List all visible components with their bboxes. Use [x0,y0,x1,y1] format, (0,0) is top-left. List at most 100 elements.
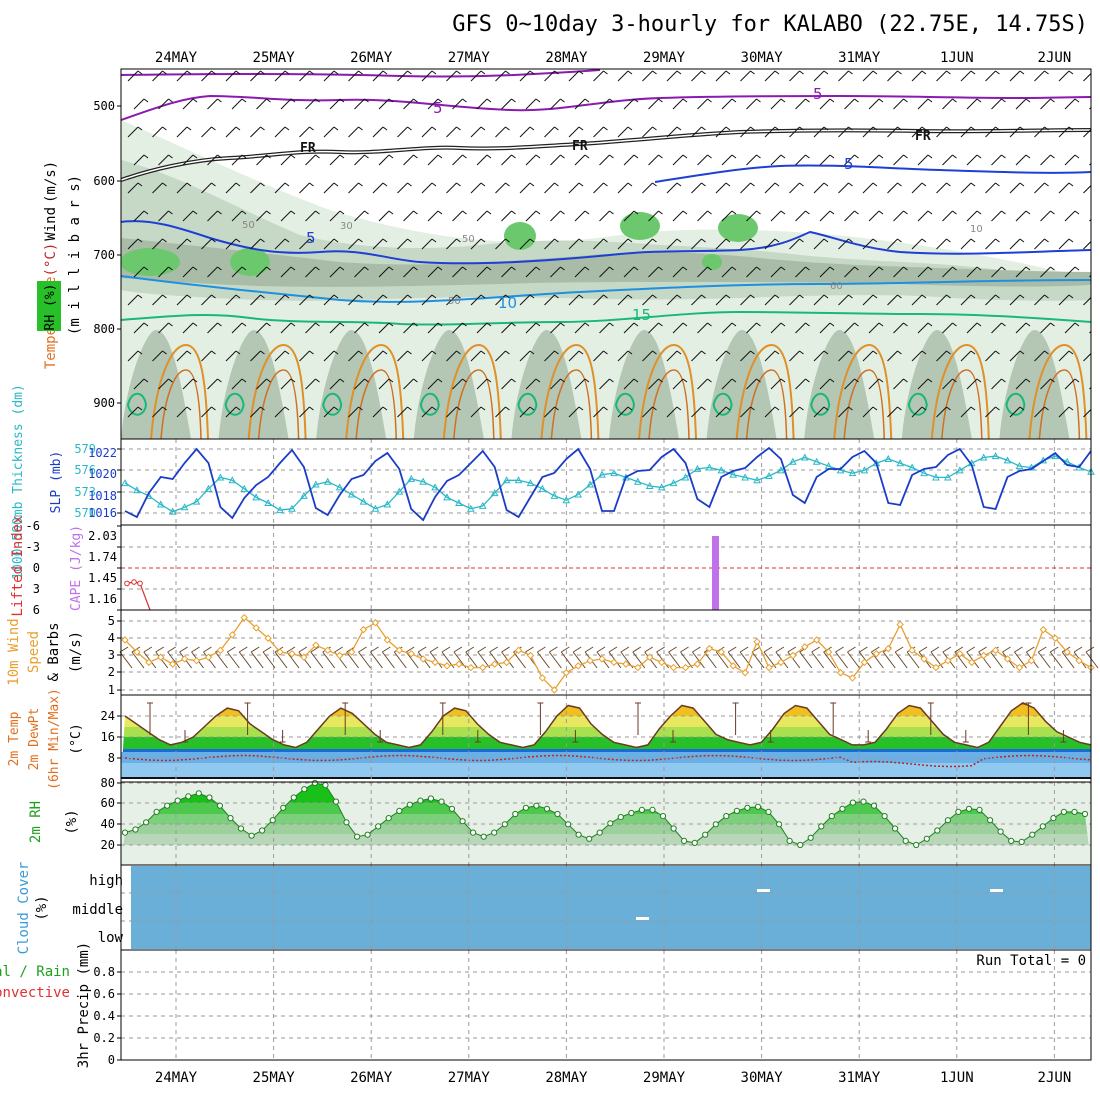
contour-label: 10 [970,224,983,235]
wind-speed-point [264,634,272,642]
wind-barb [764,126,780,138]
rh2m-point [248,832,255,839]
rh2m-point [1050,815,1057,822]
wind-barb [201,294,216,306]
wind-barb [617,70,633,82]
wind-barb [862,238,878,250]
wind-barb [323,238,339,250]
lifted-index-point [131,579,137,585]
wind-barb [158,98,173,110]
wind-barb [378,210,394,222]
wind-barb [966,266,982,278]
wind-barb [158,322,173,334]
wind-barb [942,378,957,390]
wind-barb [152,238,167,250]
rh2m-point [480,833,487,840]
wind-barb [329,378,345,390]
wind-barb [697,266,712,278]
wind-barb [672,98,688,110]
wind-speed-point [789,651,797,660]
rh2m-point [501,821,508,828]
wind-barb [1058,126,1074,138]
wind-speed-point [765,663,773,672]
wind-barb [231,266,247,278]
wind-speed-point [180,655,189,663]
isotherm-teal-loop [517,392,538,416]
lifted-index-point [137,580,143,587]
wind-barb [568,294,584,306]
wind-speed-point [157,653,165,661]
wind-barb [470,350,486,362]
wind-barb [250,126,265,138]
wind-barb [495,126,510,138]
wind-barb [672,378,688,390]
wind-speed-point [729,662,737,670]
thickness-point [395,487,404,495]
wind-barb [868,210,884,222]
wind-barb [623,210,639,222]
wind-speed-point [562,669,570,677]
wind-barb [207,322,222,334]
wind-barb-10m [226,646,240,669]
rh2m-point [396,807,403,815]
isotherm-orange-inner [648,369,690,439]
wind-barb [133,266,149,278]
wind-speed-point [681,663,690,672]
thickness-point [693,464,702,472]
wind-barb [599,210,614,222]
rh-green-blob [121,248,180,276]
wind-speed-point [932,663,940,672]
wind-barb [397,70,412,82]
wind-speed-point [526,651,535,660]
tick-label: 2.03 [88,529,117,543]
wind-barb [1083,72,1091,82]
wind-barb [207,378,222,390]
rh2m-point [543,805,551,812]
wind-barb [544,70,559,82]
rh2m-point [987,817,994,824]
tick-label: 1.74 [88,550,117,564]
wind-barb [421,182,437,194]
wind-barb [225,126,241,138]
rh-column [511,330,582,439]
rh2m-point [575,831,582,838]
rh2m-point [417,797,424,804]
wind-speed-point [801,643,809,651]
wind-barb [501,210,516,222]
wind-barb [372,126,388,138]
thickness-point [252,493,261,501]
wind-barb [838,126,853,138]
thickness-point [443,493,451,501]
rh2m-point [691,839,698,847]
wind-barb [917,210,933,222]
wind-barb [838,350,853,362]
contour-label: 5 [433,99,443,117]
thickness-point [979,453,988,461]
wind-barb [231,154,247,166]
wind10m-panel: 5 4 3 2 1 10m Wind Speed & Barbs (m/s) [6,609,1099,697]
thickness-point [550,491,559,499]
wind-barb-10m [489,646,503,669]
rh2m-point [290,794,297,801]
rh2m-point [733,807,741,815]
wind-speed-point [419,655,427,663]
wind-barb [911,126,927,138]
cloud-level-low: low [98,930,124,946]
wind-barb [740,350,755,362]
isotherm-orange [540,343,600,439]
wind-barb [715,238,731,250]
wind-speed-point [407,650,415,658]
wind-barb [1009,350,1025,362]
tick-label: -3 [26,540,40,554]
wind-speed-point [824,648,833,656]
wind-barb [672,154,688,166]
wind-barb [544,406,559,418]
wind-speed-point [812,636,821,644]
contour-label: 60 [830,281,843,292]
wind-speed-point [490,660,499,668]
date-label-bottom: 1JUN [940,1070,974,1086]
wind-barb [697,322,712,334]
date-label-top: 31MAY [838,50,881,66]
wind-barb [960,70,976,82]
tick-label: 0 [33,561,40,575]
